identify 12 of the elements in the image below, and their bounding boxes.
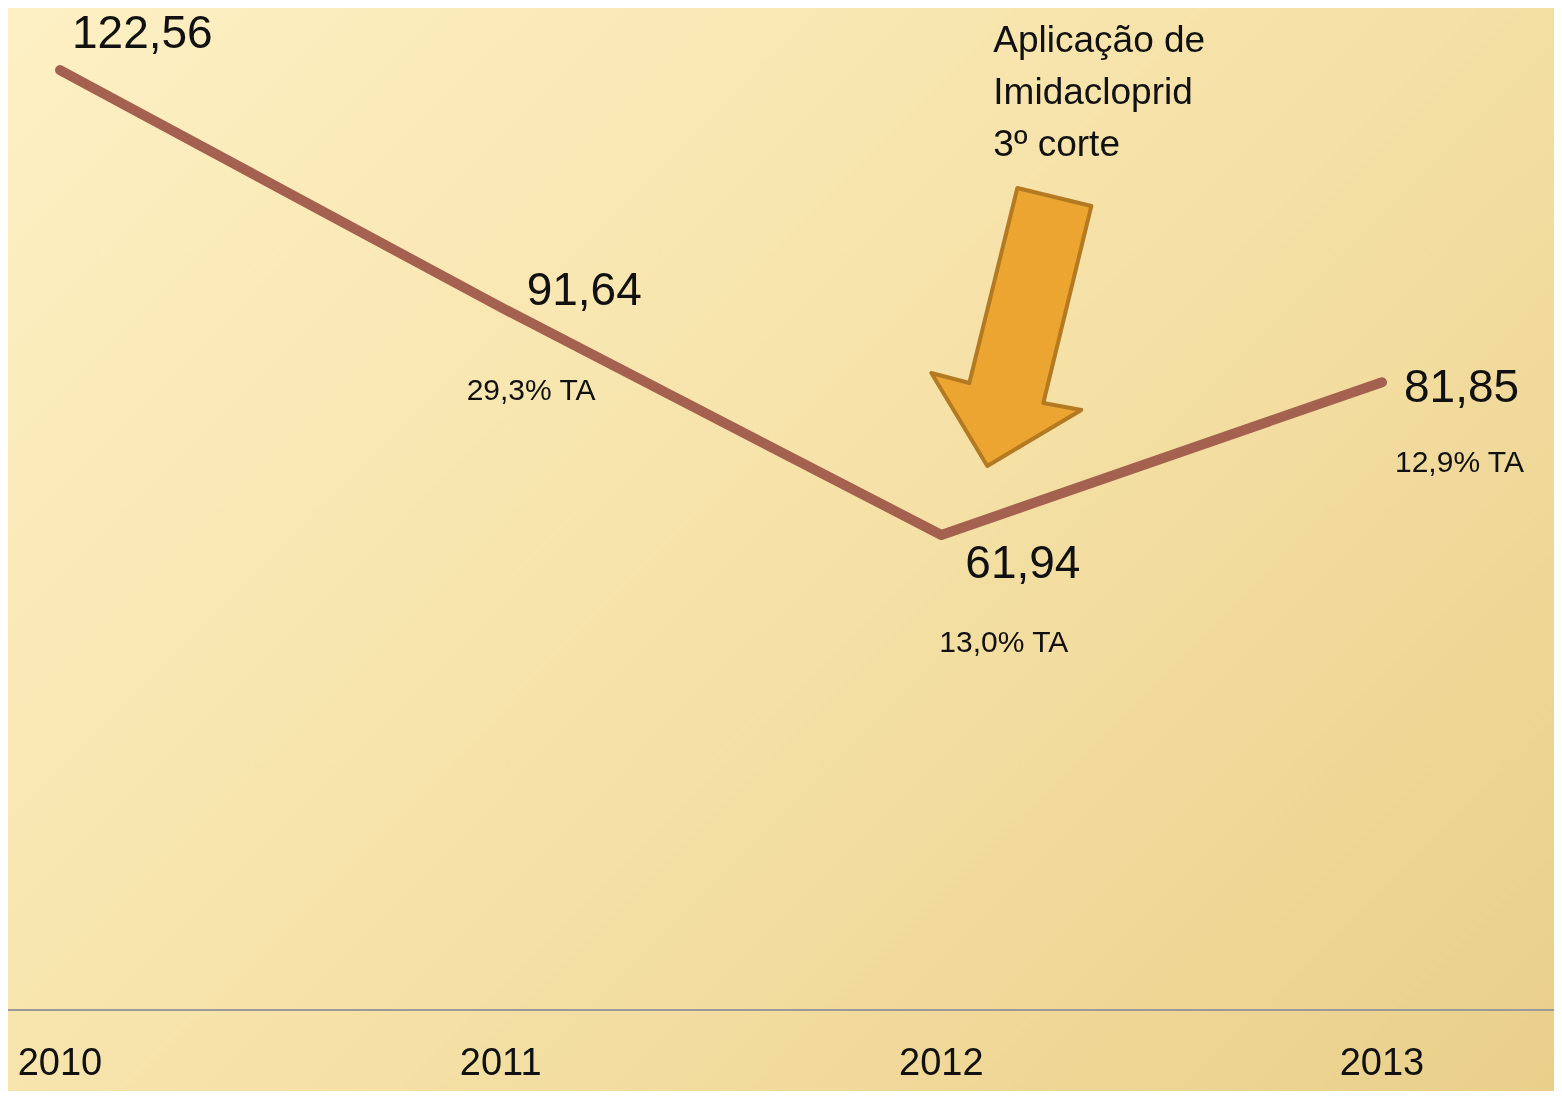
data-label: 61,94 [965, 535, 1081, 588]
annotation: 29,3% TA [466, 373, 596, 407]
x-tick-label: 2010 [17, 1040, 103, 1083]
annotation: 13,0% TA [939, 624, 1069, 658]
annotation: 12,9% TA [1395, 445, 1524, 479]
data-label: 122,56 [72, 6, 213, 59]
x-tick-label: 2011 [459, 1040, 542, 1083]
x-tick-label: 2013 [1339, 1040, 1425, 1083]
annotation: Aplicação de Imidacloprid 3º corte [993, 18, 1206, 164]
x-tick-label: 2012 [899, 1040, 984, 1083]
data-label: 91,64 [526, 263, 642, 316]
data-label: 81,85 [1404, 360, 1520, 413]
